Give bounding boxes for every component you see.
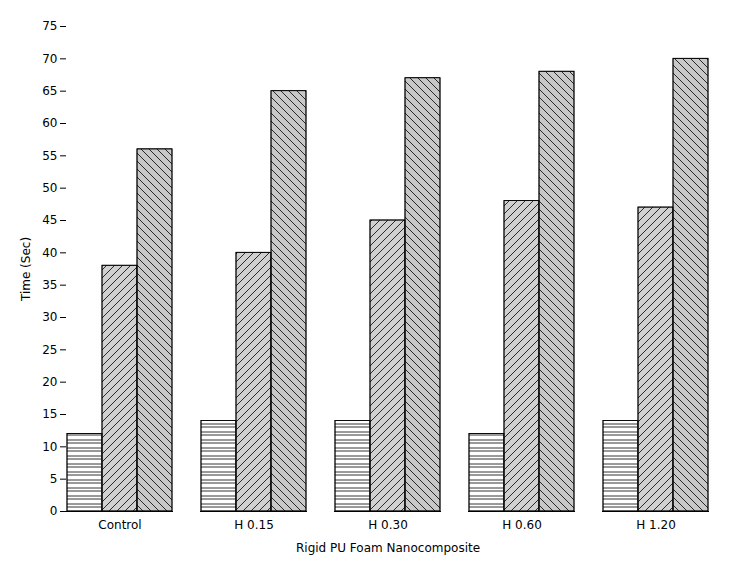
svg-text:H 0.15: H 0.15 (234, 518, 274, 532)
svg-text:H 1.20: H 1.20 (636, 518, 676, 532)
svg-text:Rigid PU Foam Nanocomposite: Rigid PU Foam Nanocomposite (296, 541, 480, 555)
svg-text:15: 15 (42, 407, 57, 421)
svg-text:55: 55 (42, 149, 57, 163)
svg-text:Time (Sec): Time (Sec) (19, 237, 33, 302)
svg-text:0: 0 (50, 504, 58, 518)
svg-text:65: 65 (42, 84, 57, 98)
svg-text:45: 45 (42, 213, 57, 227)
svg-text:35: 35 (42, 278, 57, 292)
svg-text:30: 30 (42, 310, 57, 324)
svg-text:H 0.30: H 0.30 (368, 518, 408, 532)
svg-text:10: 10 (42, 440, 57, 454)
svg-text:60: 60 (42, 116, 57, 130)
svg-text:5: 5 (50, 472, 58, 486)
svg-text:75: 75 (42, 19, 57, 33)
svg-text:25: 25 (42, 343, 57, 357)
svg-text:50: 50 (42, 181, 57, 195)
svg-text:Control: Control (98, 518, 141, 532)
svg-text:40: 40 (42, 246, 57, 260)
svg-text:H 0.60: H 0.60 (502, 518, 542, 532)
svg-text:70: 70 (42, 52, 57, 66)
svg-text:20: 20 (42, 375, 57, 389)
